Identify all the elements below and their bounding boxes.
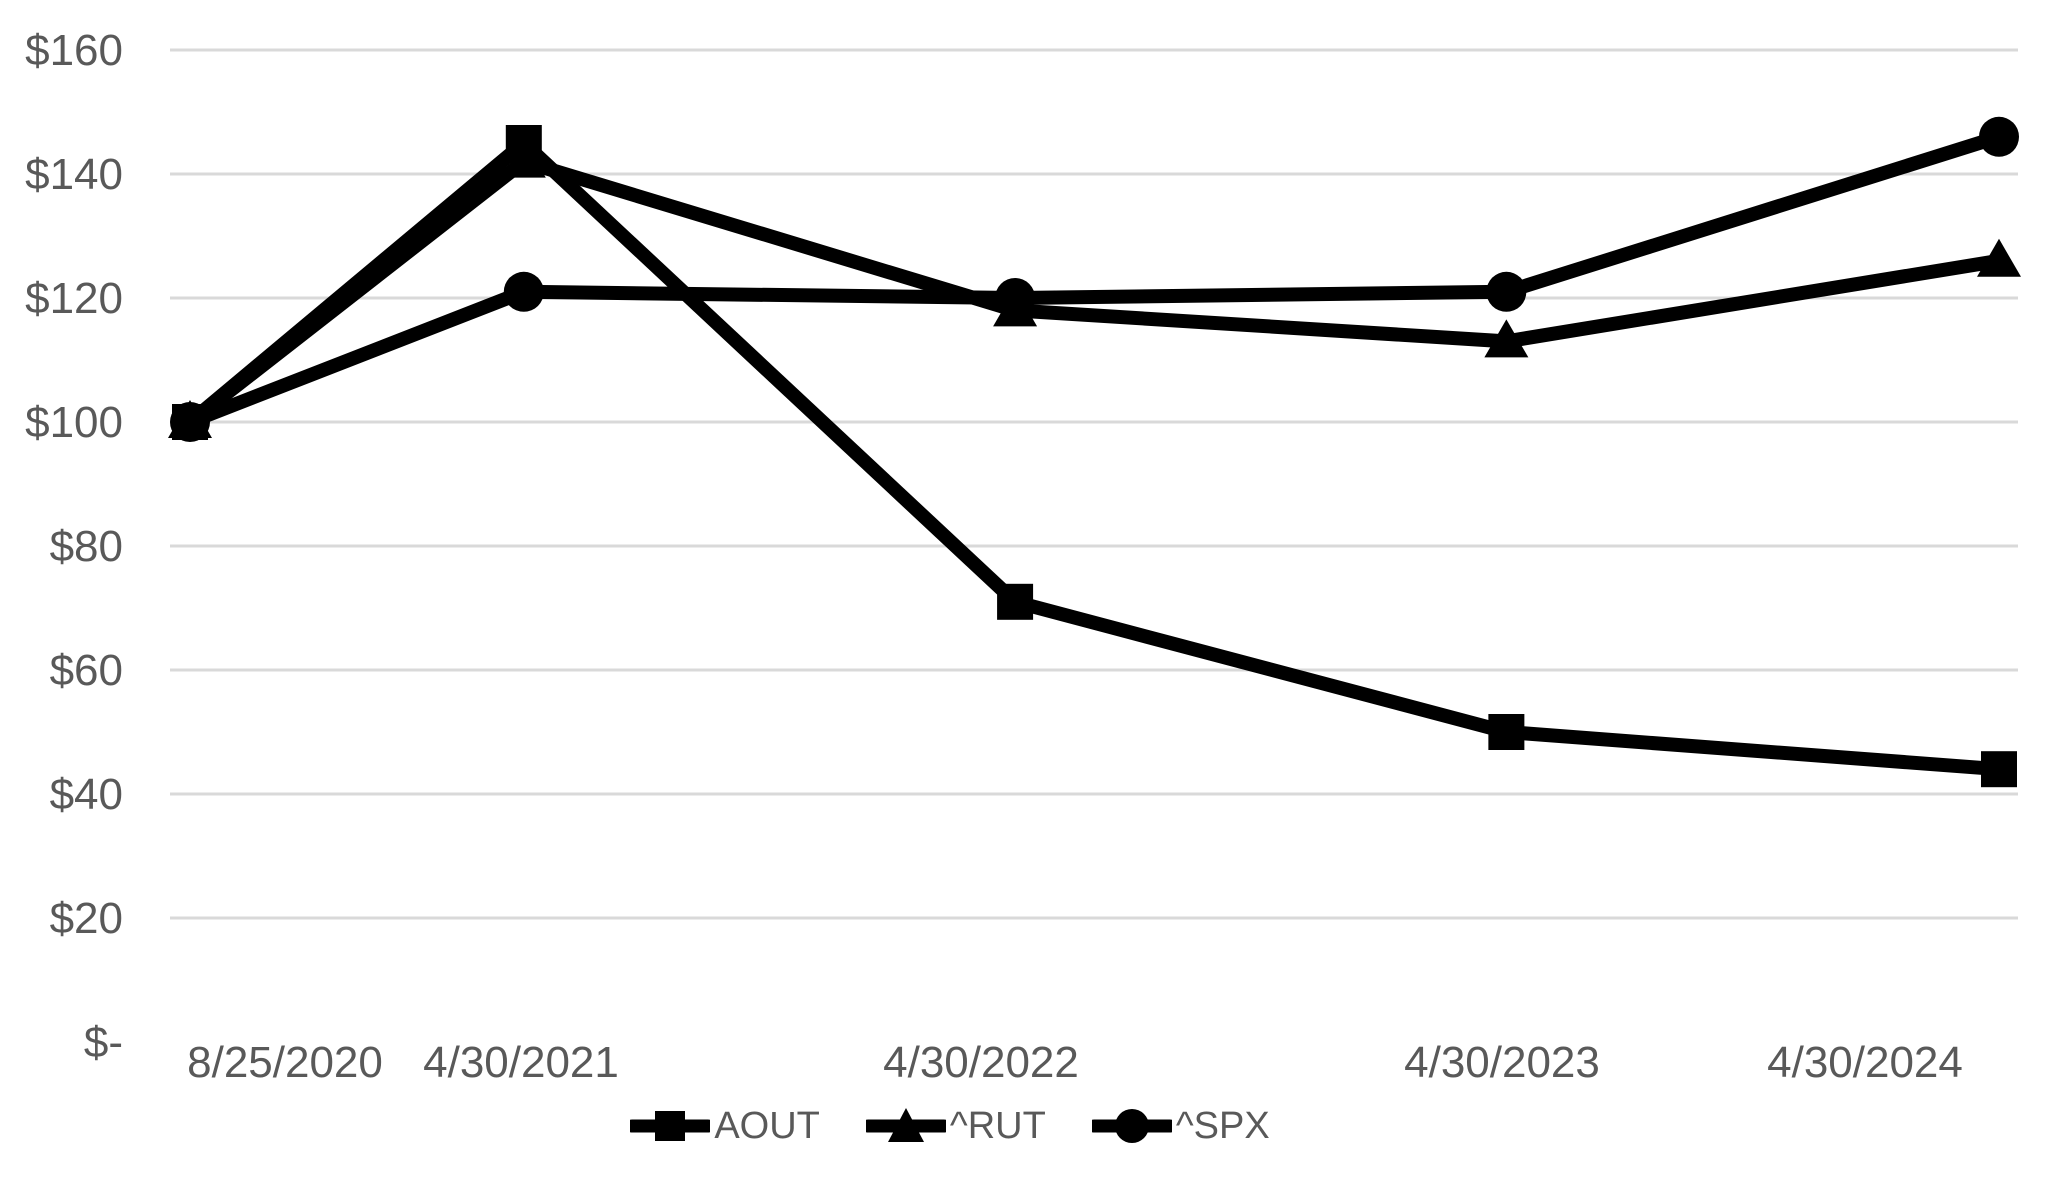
rut-triangle-line-swatch: [865, 1108, 946, 1142]
x-axis-label: 4/30/2021: [423, 1038, 619, 1087]
AOUT-line: [183, 136, 2006, 777]
y-axis-label: $160: [25, 26, 123, 75]
x-axis-label: 8/25/2020: [187, 1038, 383, 1087]
spx-circle-marker: [503, 271, 544, 312]
y-axis-label: $140: [25, 150, 123, 199]
spx-circle-line-swatch: [1091, 1109, 1172, 1143]
x-axis-label: 4/30/2024: [1767, 1038, 1963, 1087]
legend-item-spx: ^SPX: [1091, 1100, 1270, 1152]
y-axis-label: $20: [50, 894, 123, 943]
legend-label-rut: ^RUT: [949, 1105, 1046, 1147]
rut-triangle-marker: [501, 139, 546, 178]
legend-item-aout: AOUT: [630, 1100, 820, 1152]
y-axis-label: $-: [84, 1018, 123, 1067]
legend-item-rut: ^RUT: [865, 1100, 1046, 1152]
spx-circle-marker: [995, 278, 1036, 318]
aout-square-marker: [1488, 714, 1525, 750]
spx-circle-marker: [170, 402, 210, 442]
rut-triangle-marker: [1484, 319, 1529, 358]
y-axis-label: $120: [25, 274, 123, 323]
x-axis-label: 4/30/2022: [883, 1038, 1079, 1087]
SPX-line: [183, 129, 2006, 429]
spx-circle-icon: [1114, 1109, 1149, 1143]
spx-circle-marker: [1979, 116, 2019, 157]
aout-square-marker: [997, 583, 1034, 620]
spx-circle-marker: [1486, 271, 1527, 312]
legend-label-aout: AOUT: [714, 1105, 820, 1147]
y-axis-label: $80: [50, 522, 123, 571]
aout-square-icon: [655, 1111, 686, 1141]
y-axis-label: $60: [50, 646, 123, 695]
rut-triangle-icon: [887, 1108, 924, 1142]
y-axis-label: $40: [50, 770, 123, 819]
chart-legend: AOUT ^RUT ^SPX: [0, 1100, 2070, 1152]
legend-label-spx: ^SPX: [1175, 1105, 1270, 1147]
rut-triangle-marker: [1977, 238, 2021, 277]
aout-square-marker: [1981, 751, 2017, 788]
x-axis-label: 4/30/2023: [1404, 1038, 1600, 1087]
aout-square-line-swatch: [630, 1111, 711, 1141]
y-axis-label: $100: [25, 398, 123, 447]
